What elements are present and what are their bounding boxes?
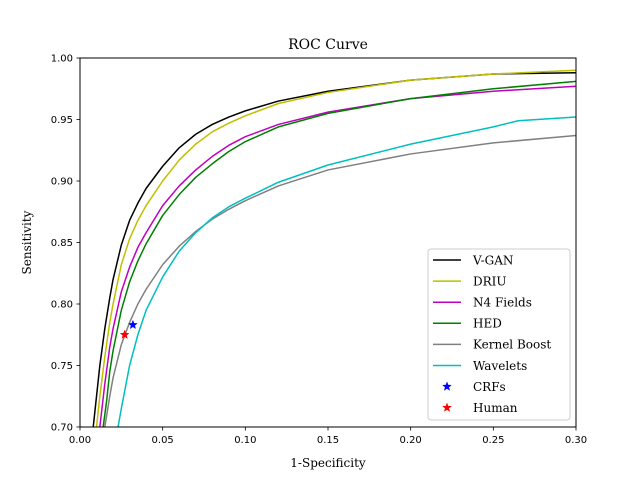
- plot-area: [79, 57, 577, 428]
- y-axis-label: Sensitivity: [20, 210, 34, 274]
- legend-label-kernel-boost: Kernel Boost: [473, 338, 551, 352]
- legend: V-GAN DRIU N4 Fields HED Kernel Boost Wavelet…: [427, 248, 571, 421]
- x-axis-ticks: 0.00 0.05 0.10 0.15 0.20 0.25 0.30: [69, 427, 587, 446]
- legend-label-v-gan: V-GAN: [472, 253, 513, 267]
- series-point-human: [119, 329, 130, 339]
- y-tick-label: 0.75: [51, 361, 73, 372]
- y-axis-ticks: 0.70 0.75 0.80 0.85 0.90 0.95 1.00: [51, 54, 80, 434]
- y-tick-label: 0.85: [51, 238, 73, 249]
- legend-swatch-crfs: [442, 381, 452, 391]
- legend-swatch-human: [442, 402, 452, 412]
- x-tick-label: 0.20: [400, 435, 422, 446]
- x-tick-label: 0.00: [69, 435, 91, 446]
- series-point-crfs: [127, 319, 138, 330]
- y-tick-label: 0.90: [51, 177, 73, 188]
- legend-label-hed: HED: [473, 317, 502, 331]
- x-axis-label: 1-Specificity: [290, 456, 366, 470]
- series-line-driu: [95, 69, 576, 427]
- y-tick-label: 0.70: [51, 423, 73, 434]
- y-tick-label: 1.00: [51, 54, 73, 65]
- series-line-kernel-boost: [104, 134, 576, 427]
- x-tick-label: 0.30: [565, 435, 587, 446]
- series-line-wavelets: [117, 116, 576, 427]
- legend-label-n4-fields: N4 Fields: [473, 296, 532, 310]
- legend-label-wavelets: Wavelets: [473, 359, 527, 373]
- chart-title: ROC Curve: [288, 37, 368, 53]
- x-tick-label: 0.10: [234, 435, 256, 446]
- x-tick-label: 0.05: [152, 435, 174, 446]
- series-line-n4-fields: [99, 85, 576, 427]
- legend-label-crfs: CRFs: [473, 380, 506, 394]
- x-tick-label: 0.25: [482, 435, 504, 446]
- x-tick-label: 0.15: [317, 435, 339, 446]
- legend-label-driu: DRIU: [473, 274, 507, 288]
- legend-box: [427, 248, 571, 421]
- legend-label-human: Human: [473, 401, 518, 415]
- series-line-hed: [102, 80, 576, 427]
- y-tick-label: 0.95: [51, 115, 73, 126]
- series-layer: [92, 69, 576, 427]
- y-tick-label: 0.80: [51, 300, 73, 311]
- series-line-v-gan: [92, 72, 576, 427]
